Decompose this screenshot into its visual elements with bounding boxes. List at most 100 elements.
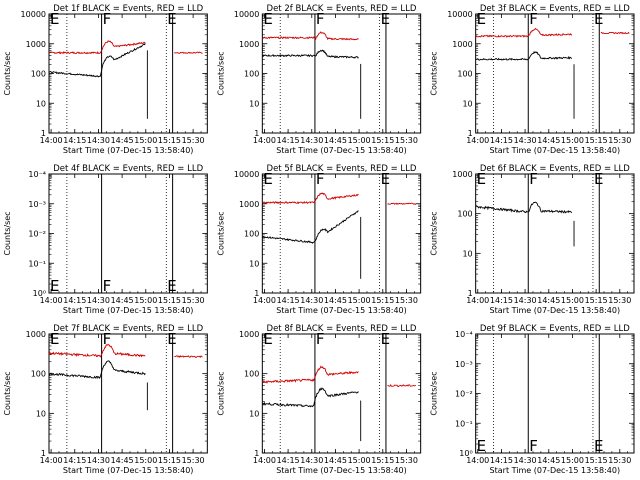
x-tick-label: 14:45: [324, 136, 347, 145]
marker-f-label: F: [316, 170, 325, 188]
x-tick-label: 15:30: [395, 136, 418, 145]
events-series: [475, 50, 573, 61]
lld-series-after: [387, 202, 417, 205]
x-tick-label: 14:00: [40, 136, 63, 145]
chart-title: Det 5f BLACK = Events, RED = LLD: [267, 164, 417, 174]
lld-series: [262, 365, 359, 384]
x-axis-label: Start Time (07-Dec-15 13:58:40): [63, 466, 194, 475]
x-tick-label: 15:00: [561, 136, 584, 145]
y-tick-label: 10000: [21, 10, 46, 19]
x-tick-label: 14:30: [300, 296, 323, 305]
y-axis-label: Counts/sec: [430, 371, 439, 415]
y-tick-label: 1000: [452, 40, 472, 49]
y-tick-label: 10: [36, 99, 46, 108]
marker-f-label: F: [529, 437, 538, 455]
x-tick-label: 14:45: [537, 136, 560, 145]
x-axis-label: Start Time (07-Dec-15 13:58:40): [490, 306, 621, 315]
x-tick-label: 15:00: [348, 136, 371, 145]
x-tick-label: 14:30: [300, 136, 323, 145]
x-tick-label: 15:00: [348, 456, 371, 465]
plot-frame: [261, 173, 422, 294]
y-tick-label: 1: [254, 129, 259, 138]
y-tick-label: 10: [462, 249, 472, 258]
x-tick-label: 14:00: [40, 456, 63, 465]
marker-e-label: E: [477, 170, 486, 188]
x-tick-label: 14:00: [253, 456, 276, 465]
y-tick-label: 1000: [239, 330, 259, 339]
x-tick-label: 14:30: [300, 456, 323, 465]
marker-e-label: E: [50, 10, 59, 28]
x-axis-label: Start Time (07-Dec-15 13:58:40): [276, 146, 407, 155]
x-tick-label: 15:00: [134, 296, 157, 305]
x-tick-label: 15:30: [182, 296, 205, 305]
chart-title: Det 7f BLACK = Events, RED = LLD: [53, 324, 203, 334]
marker-e-label: E: [594, 10, 603, 28]
x-tick-label: 14:00: [253, 136, 276, 145]
x-tick-label: 15:30: [608, 456, 631, 465]
lld-series-after: [387, 384, 417, 387]
marker-e-label: E: [263, 330, 272, 348]
events-series: [475, 201, 573, 214]
plot-frame: [261, 13, 422, 134]
y-axis-label: Counts/sec: [216, 51, 225, 95]
y-tick-label: 1000: [26, 330, 46, 339]
y-tick-label: 1: [41, 449, 46, 458]
marker-e-label: E: [594, 437, 603, 455]
x-axis-label: Start Time (07-Dec-15 13:58:40): [490, 466, 621, 475]
y-tick-label: 10: [36, 409, 46, 418]
x-tick-label: 15:00: [561, 296, 584, 305]
lld-series: [262, 31, 359, 41]
y-axis-label: Counts/sec: [216, 371, 225, 415]
y-tick-label: 1000: [26, 40, 46, 49]
y-tick-label: 10000: [234, 10, 259, 19]
marker-e-label: E: [594, 170, 603, 188]
x-tick-label: 14:15: [277, 456, 300, 465]
x-tick-label: 14:15: [277, 136, 300, 145]
chart-title: Det 8f BLACK = Events, RED = LLD: [267, 324, 417, 334]
y-tick-label: 10⁻¹: [455, 419, 473, 428]
marker-e-label: E: [381, 170, 390, 188]
x-tick-label: 14:15: [63, 296, 86, 305]
x-tick-label: 14:15: [490, 296, 513, 305]
y-tick-label: 1: [468, 129, 473, 138]
lld-series: [475, 27, 572, 38]
marker-f-label: F: [529, 170, 538, 188]
x-axis-label: Start Time (07-Dec-15 13:58:40): [63, 306, 194, 315]
lld-series-after: [174, 355, 203, 359]
x-tick-label: 14:15: [490, 136, 513, 145]
y-tick-label: 10⁻¹: [28, 259, 46, 268]
y-tick-label: 10⁻⁴: [28, 170, 46, 179]
y-tick-label: 100: [457, 210, 472, 219]
marker-e-label: E: [167, 10, 176, 28]
chart-title: Det 9f BLACK = Events, RED = LLD: [480, 324, 630, 334]
x-tick-label: 14:45: [324, 296, 347, 305]
y-tick-label: 100: [31, 370, 46, 379]
marker-e-label: E: [381, 330, 390, 348]
x-tick-label: 15:30: [395, 456, 418, 465]
y-tick-label: 100: [457, 70, 472, 79]
chart-title: Det 4f BLACK = Events, RED = LLD: [53, 164, 203, 174]
x-tick-label: 14:00: [466, 296, 489, 305]
x-tick-label: 15:15: [585, 456, 608, 465]
y-tick-label: 1: [41, 129, 46, 138]
plot-frame: [475, 173, 635, 294]
x-tick-label: 14:45: [537, 456, 560, 465]
y-tick-label: 10: [249, 259, 259, 268]
chart-title: Det 2f BLACK = Events, RED = LLD: [267, 4, 417, 14]
events-series: [262, 210, 359, 244]
y-tick-label: 100: [244, 230, 259, 239]
marker-e-label: E: [477, 10, 486, 28]
x-tick-label: 14:00: [40, 296, 63, 305]
plot-frame: [475, 13, 635, 134]
y-tick-label: 10000: [234, 170, 259, 179]
y-axis-label: Counts/sec: [430, 51, 439, 95]
x-tick-label: 14:45: [324, 456, 347, 465]
y-axis-label: Counts/sec: [3, 211, 12, 255]
y-tick-label: 10⁰: [33, 289, 46, 298]
x-tick-label: 15:00: [134, 456, 157, 465]
